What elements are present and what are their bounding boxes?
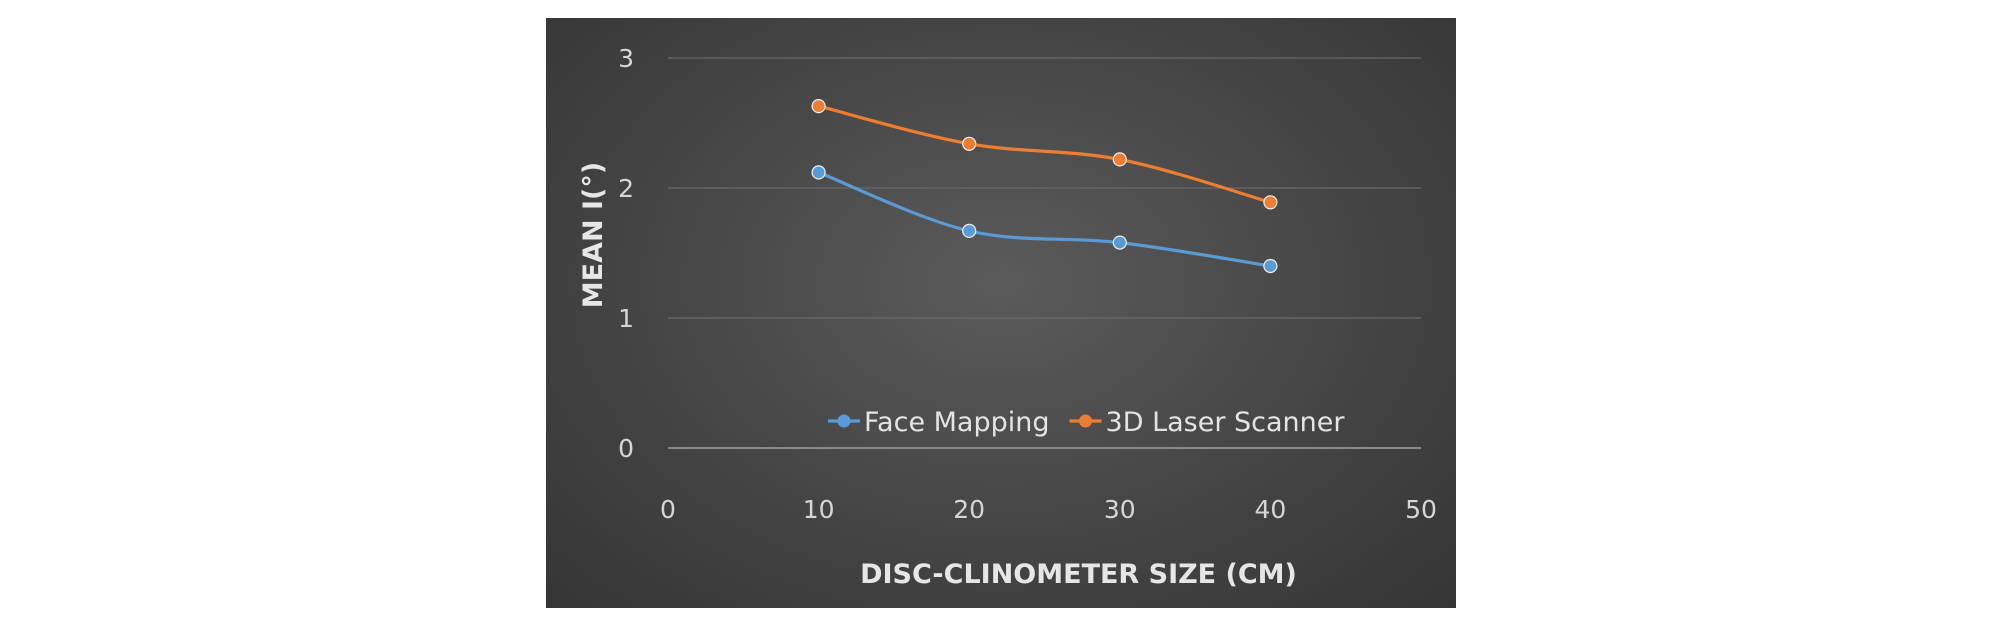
x-tick-label: 20 [953, 495, 985, 524]
data-point [1112, 235, 1127, 250]
data-point [962, 223, 977, 238]
x-tick-label: 10 [803, 495, 835, 524]
data-point [1263, 258, 1278, 274]
x-tick-label: 40 [1254, 495, 1286, 524]
x-tick-label: 0 [660, 495, 676, 524]
chart-panel: 0 1 2 3 0 10 20 30 40 50 DISC-CLINOMETER SIZE (CM… [546, 18, 1456, 608]
y-tick-label: 3 [618, 44, 634, 73]
series-layer [811, 98, 1278, 274]
legend-label: Face Mapping [864, 407, 1050, 438]
y-tick-label: 0 [618, 434, 634, 463]
legend-swatch-marker [837, 414, 851, 428]
x-axis-title: DISC-CLINOMETER SIZE (CM) [860, 559, 1297, 590]
x-tick-label: 50 [1405, 495, 1437, 524]
series-line-1 [818, 104, 1271, 204]
data-point [962, 136, 977, 151]
y-tick-label: 2 [618, 174, 634, 203]
legend-label: 3D Laser Scanner [1106, 407, 1346, 438]
legend-swatch-marker [1079, 414, 1093, 428]
data-point [811, 98, 826, 114]
y-tick-label: 1 [618, 304, 634, 333]
data-point [1263, 195, 1278, 210]
y-axis-title: MEAN I(°) [578, 162, 609, 308]
data-point [1112, 152, 1127, 167]
x-tick-label: 30 [1104, 495, 1136, 524]
legend: Face Mapping 3D Laser Scanner [828, 407, 1345, 438]
grid-layer [668, 57, 1421, 449]
data-point [811, 165, 826, 180]
series-line-0 [818, 170, 1271, 268]
